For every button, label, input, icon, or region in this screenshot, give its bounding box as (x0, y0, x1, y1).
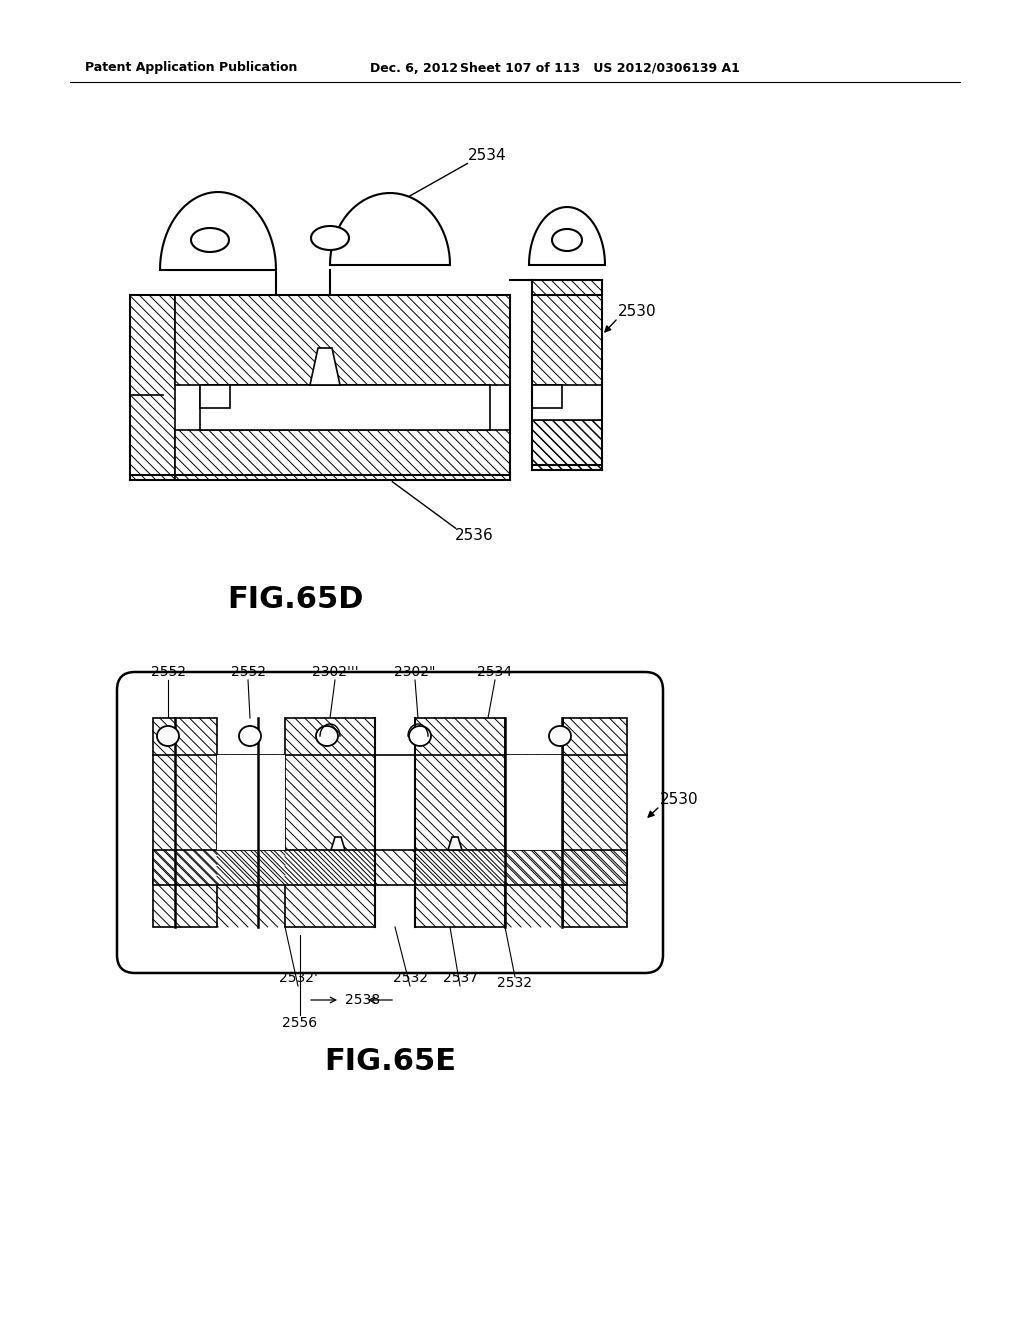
Polygon shape (153, 850, 627, 884)
Text: 2302": 2302" (394, 665, 436, 678)
Polygon shape (217, 755, 285, 927)
Ellipse shape (409, 726, 431, 746)
Polygon shape (505, 755, 563, 850)
Text: 2534: 2534 (477, 665, 512, 678)
Text: 2532: 2532 (392, 972, 427, 985)
Polygon shape (532, 280, 602, 470)
Ellipse shape (239, 726, 261, 746)
Polygon shape (532, 385, 562, 408)
Polygon shape (415, 718, 505, 927)
Text: 2530: 2530 (660, 792, 698, 808)
Text: 2534: 2534 (468, 148, 507, 162)
Text: Patent Application Publication: Patent Application Publication (85, 62, 297, 74)
Polygon shape (200, 385, 490, 430)
Polygon shape (310, 348, 340, 385)
Polygon shape (330, 193, 450, 265)
Ellipse shape (157, 726, 179, 746)
Ellipse shape (316, 726, 338, 746)
Polygon shape (505, 755, 563, 927)
Ellipse shape (552, 228, 582, 251)
Polygon shape (276, 271, 330, 294)
Text: Dec. 6, 2012: Dec. 6, 2012 (370, 62, 458, 74)
Text: FIG.65E: FIG.65E (324, 1048, 456, 1077)
Text: 2556: 2556 (283, 1016, 317, 1030)
Text: 2532': 2532' (279, 972, 317, 985)
Polygon shape (563, 718, 627, 927)
Polygon shape (532, 420, 602, 470)
Ellipse shape (549, 726, 571, 746)
Polygon shape (175, 430, 510, 480)
Text: 2530: 2530 (618, 305, 656, 319)
Text: 2302''': 2302''' (311, 665, 358, 678)
Ellipse shape (311, 226, 349, 249)
Text: 2537: 2537 (442, 972, 477, 985)
Polygon shape (532, 385, 602, 420)
Polygon shape (160, 193, 276, 271)
Polygon shape (217, 755, 285, 850)
Polygon shape (153, 718, 217, 927)
Polygon shape (175, 294, 510, 385)
Polygon shape (130, 294, 175, 480)
Text: 2532: 2532 (498, 975, 532, 990)
Text: FIG.65D: FIG.65D (226, 586, 364, 615)
Text: 2552: 2552 (230, 665, 265, 678)
Polygon shape (449, 837, 462, 850)
Ellipse shape (191, 228, 229, 252)
Text: 2538: 2538 (345, 993, 380, 1007)
Text: 2552: 2552 (151, 665, 185, 678)
Polygon shape (529, 207, 605, 265)
Polygon shape (200, 385, 230, 408)
Polygon shape (331, 837, 345, 850)
Polygon shape (285, 718, 375, 927)
Text: 2536: 2536 (455, 528, 494, 543)
FancyBboxPatch shape (117, 672, 663, 973)
Text: Sheet 107 of 113   US 2012/0306139 A1: Sheet 107 of 113 US 2012/0306139 A1 (460, 62, 740, 74)
